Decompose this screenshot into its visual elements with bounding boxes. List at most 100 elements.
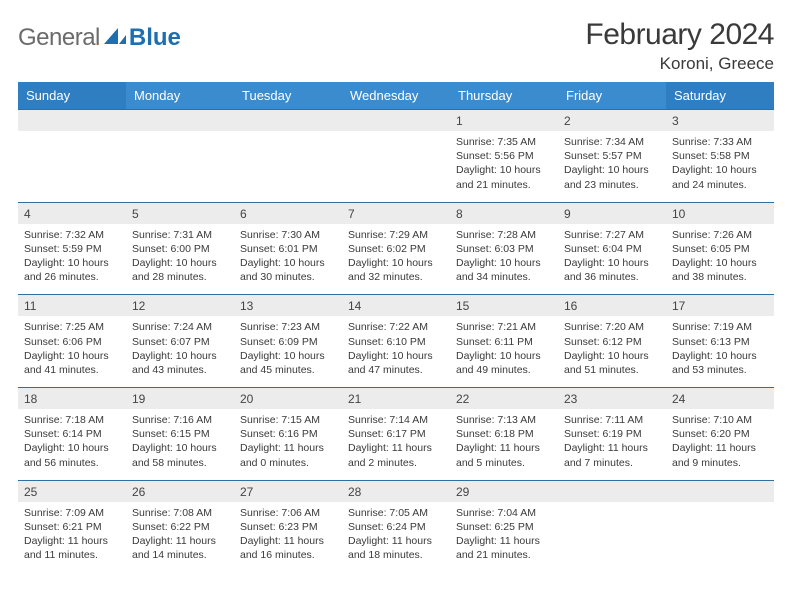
day-detail: Sunrise: 7:11 AMSunset: 6:19 PMDaylight:… [558, 409, 666, 480]
empty-day-number [234, 110, 342, 131]
day-number: 16 [558, 295, 666, 316]
calendar-header-row: SundayMondayTuesdayWednesdayThursdayFrid… [18, 82, 774, 110]
day-number: 6 [234, 203, 342, 224]
day-cell-28: 28Sunrise: 7:05 AMSunset: 6:24 PMDayligh… [342, 480, 450, 572]
day-detail: Sunrise: 7:25 AMSunset: 6:06 PMDaylight:… [18, 316, 126, 387]
empty-day-body [666, 502, 774, 564]
day-number: 10 [666, 203, 774, 224]
empty-day-number [666, 481, 774, 502]
day-number: 1 [450, 110, 558, 131]
day-cell-1: 1Sunrise: 7:35 AMSunset: 5:56 PMDaylight… [450, 110, 558, 203]
empty-cell [666, 480, 774, 572]
day-number: 27 [234, 481, 342, 502]
day-number: 9 [558, 203, 666, 224]
day-number: 24 [666, 388, 774, 409]
empty-day-number [18, 110, 126, 131]
day-number: 23 [558, 388, 666, 409]
calendar-week-row: 11Sunrise: 7:25 AMSunset: 6:06 PMDayligh… [18, 295, 774, 388]
day-detail: Sunrise: 7:33 AMSunset: 5:58 PMDaylight:… [666, 131, 774, 202]
day-cell-13: 13Sunrise: 7:23 AMSunset: 6:09 PMDayligh… [234, 295, 342, 388]
day-detail: Sunrise: 7:08 AMSunset: 6:22 PMDaylight:… [126, 502, 234, 573]
day-cell-18: 18Sunrise: 7:18 AMSunset: 6:14 PMDayligh… [18, 388, 126, 481]
day-cell-29: 29Sunrise: 7:04 AMSunset: 6:25 PMDayligh… [450, 480, 558, 572]
day-detail: Sunrise: 7:23 AMSunset: 6:09 PMDaylight:… [234, 316, 342, 387]
day-cell-27: 27Sunrise: 7:06 AMSunset: 6:23 PMDayligh… [234, 480, 342, 572]
day-number: 26 [126, 481, 234, 502]
empty-day-body [234, 131, 342, 193]
day-detail: Sunrise: 7:13 AMSunset: 6:18 PMDaylight:… [450, 409, 558, 480]
day-detail: Sunrise: 7:28 AMSunset: 6:03 PMDaylight:… [450, 224, 558, 295]
empty-day-number [342, 110, 450, 131]
day-header-thursday: Thursday [450, 82, 558, 110]
day-cell-21: 21Sunrise: 7:14 AMSunset: 6:17 PMDayligh… [342, 388, 450, 481]
day-number: 22 [450, 388, 558, 409]
day-detail: Sunrise: 7:20 AMSunset: 6:12 PMDaylight:… [558, 316, 666, 387]
logo-sail-icon [104, 26, 126, 51]
calendar-table: SundayMondayTuesdayWednesdayThursdayFrid… [18, 82, 774, 572]
day-header-monday: Monday [126, 82, 234, 110]
day-detail: Sunrise: 7:06 AMSunset: 6:23 PMDaylight:… [234, 502, 342, 573]
calendar-week-row: 18Sunrise: 7:18 AMSunset: 6:14 PMDayligh… [18, 388, 774, 481]
day-detail: Sunrise: 7:21 AMSunset: 6:11 PMDaylight:… [450, 316, 558, 387]
day-cell-5: 5Sunrise: 7:31 AMSunset: 6:00 PMDaylight… [126, 202, 234, 295]
empty-day-body [342, 131, 450, 193]
logo: General Blue [18, 18, 181, 52]
day-cell-17: 17Sunrise: 7:19 AMSunset: 6:13 PMDayligh… [666, 295, 774, 388]
day-header-wednesday: Wednesday [342, 82, 450, 110]
day-number: 11 [18, 295, 126, 316]
day-detail: Sunrise: 7:30 AMSunset: 6:01 PMDaylight:… [234, 224, 342, 295]
day-detail: Sunrise: 7:05 AMSunset: 6:24 PMDaylight:… [342, 502, 450, 573]
empty-day-number [558, 481, 666, 502]
logo-text-blue: Blue [129, 24, 181, 52]
day-detail: Sunrise: 7:26 AMSunset: 6:05 PMDaylight:… [666, 224, 774, 295]
day-number: 7 [342, 203, 450, 224]
day-cell-10: 10Sunrise: 7:26 AMSunset: 6:05 PMDayligh… [666, 202, 774, 295]
day-detail: Sunrise: 7:04 AMSunset: 6:25 PMDaylight:… [450, 502, 558, 573]
day-number: 21 [342, 388, 450, 409]
title-block: February 2024 Koroni, Greece [585, 18, 774, 74]
day-detail: Sunrise: 7:18 AMSunset: 6:14 PMDaylight:… [18, 409, 126, 480]
day-cell-25: 25Sunrise: 7:09 AMSunset: 6:21 PMDayligh… [18, 480, 126, 572]
day-cell-26: 26Sunrise: 7:08 AMSunset: 6:22 PMDayligh… [126, 480, 234, 572]
day-cell-15: 15Sunrise: 7:21 AMSunset: 6:11 PMDayligh… [450, 295, 558, 388]
day-number: 18 [18, 388, 126, 409]
day-detail: Sunrise: 7:09 AMSunset: 6:21 PMDaylight:… [18, 502, 126, 573]
day-header-tuesday: Tuesday [234, 82, 342, 110]
day-detail: Sunrise: 7:10 AMSunset: 6:20 PMDaylight:… [666, 409, 774, 480]
day-detail: Sunrise: 7:19 AMSunset: 6:13 PMDaylight:… [666, 316, 774, 387]
day-cell-2: 2Sunrise: 7:34 AMSunset: 5:57 PMDaylight… [558, 110, 666, 203]
empty-cell [234, 110, 342, 203]
day-number: 3 [666, 110, 774, 131]
day-cell-19: 19Sunrise: 7:16 AMSunset: 6:15 PMDayligh… [126, 388, 234, 481]
empty-cell [558, 480, 666, 572]
day-detail: Sunrise: 7:35 AMSunset: 5:56 PMDaylight:… [450, 131, 558, 202]
empty-cell [18, 110, 126, 203]
day-cell-14: 14Sunrise: 7:22 AMSunset: 6:10 PMDayligh… [342, 295, 450, 388]
day-detail: Sunrise: 7:34 AMSunset: 5:57 PMDaylight:… [558, 131, 666, 202]
calendar-body: 1Sunrise: 7:35 AMSunset: 5:56 PMDaylight… [18, 110, 774, 573]
day-number: 4 [18, 203, 126, 224]
location: Koroni, Greece [585, 54, 774, 74]
empty-cell [342, 110, 450, 203]
day-number: 12 [126, 295, 234, 316]
day-cell-23: 23Sunrise: 7:11 AMSunset: 6:19 PMDayligh… [558, 388, 666, 481]
day-number: 20 [234, 388, 342, 409]
day-number: 25 [18, 481, 126, 502]
logo-text-general: General [18, 24, 100, 52]
day-number: 14 [342, 295, 450, 316]
day-detail: Sunrise: 7:29 AMSunset: 6:02 PMDaylight:… [342, 224, 450, 295]
month-title: February 2024 [585, 18, 774, 52]
calendar-week-row: 25Sunrise: 7:09 AMSunset: 6:21 PMDayligh… [18, 480, 774, 572]
day-number: 28 [342, 481, 450, 502]
day-cell-16: 16Sunrise: 7:20 AMSunset: 6:12 PMDayligh… [558, 295, 666, 388]
day-number: 15 [450, 295, 558, 316]
day-number: 8 [450, 203, 558, 224]
day-cell-9: 9Sunrise: 7:27 AMSunset: 6:04 PMDaylight… [558, 202, 666, 295]
empty-day-body [126, 131, 234, 193]
day-detail: Sunrise: 7:32 AMSunset: 5:59 PMDaylight:… [18, 224, 126, 295]
day-detail: Sunrise: 7:24 AMSunset: 6:07 PMDaylight:… [126, 316, 234, 387]
day-header-friday: Friday [558, 82, 666, 110]
day-detail: Sunrise: 7:22 AMSunset: 6:10 PMDaylight:… [342, 316, 450, 387]
calendar-week-row: 1Sunrise: 7:35 AMSunset: 5:56 PMDaylight… [18, 110, 774, 203]
empty-day-number [126, 110, 234, 131]
